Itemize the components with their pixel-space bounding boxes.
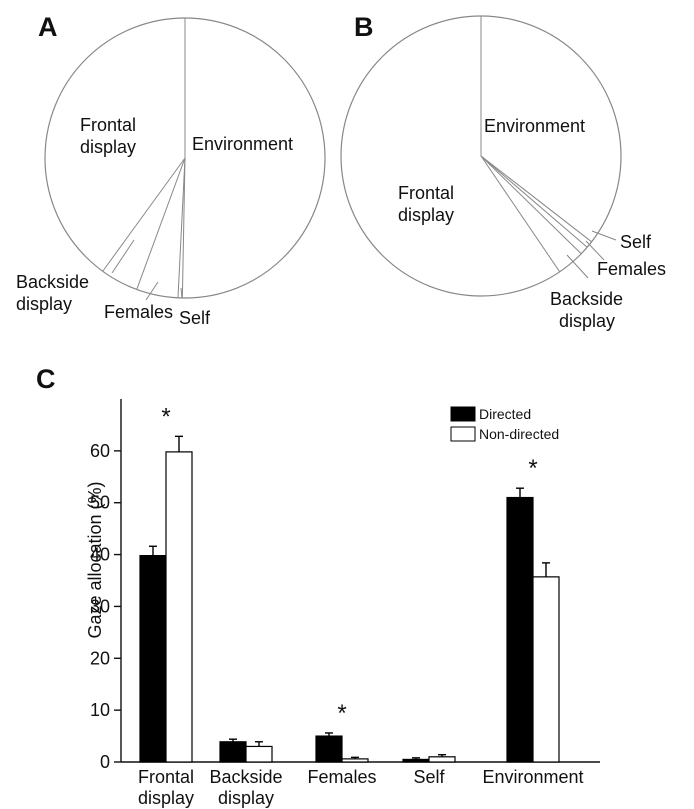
y-tick-label-20: 20 (90, 648, 110, 668)
y-tick-label-50: 50 (90, 493, 110, 513)
pie-chart-a (44, 17, 326, 299)
legend-swatch-directed (450, 406, 476, 422)
pie-a-leader-self (180, 287, 183, 299)
significance-star-females: * (337, 700, 346, 727)
pie-a-leader-backside (111, 239, 135, 274)
legend-swatch-non-directed (450, 426, 476, 442)
bar-non-directed-self (428, 756, 456, 763)
bar-directed-backside-display (219, 741, 247, 763)
pie-b-leader-females (585, 240, 605, 261)
bar-non-directed-females (341, 758, 369, 763)
x-tick-label-backside-display: Backside display (209, 767, 282, 808)
pie-b-slice-boundary-self (480, 155, 592, 243)
pie-a-label-backside: Backside display (16, 272, 94, 314)
pie-a-slice-boundary-self (181, 157, 186, 298)
legend-label-directed: Directed (479, 406, 531, 422)
pie-b-leader-self (591, 230, 617, 241)
pie-b-label-frontal: Frontal display (398, 183, 459, 225)
bar-non-directed-frontal-display (165, 451, 193, 763)
pie-b-slice-boundary-females (480, 155, 588, 248)
pie-b-labels: Environment Frontal display Self Females… (398, 116, 666, 331)
x-tick-label-females: Females (307, 767, 376, 787)
legend-label-non-directed: Non-directed (479, 426, 559, 442)
pie-a-label-females: Females (104, 302, 173, 322)
pie-b-label-self: Self (620, 232, 652, 252)
y-tick-label-0: 0 (100, 752, 110, 772)
pie-a-label-backside-line1: Backside (16, 272, 89, 292)
pie-b-label-frontal-line1: Frontal (398, 183, 454, 203)
pie-a-label-backside-line2: display (16, 294, 72, 314)
pie-chart-b (340, 15, 622, 297)
x-tick-label-frontal-display-line1: Frontal (138, 767, 194, 787)
pie-b-label-backside: Backside display (550, 289, 628, 331)
pie-b-label-environment: Environment (484, 116, 585, 136)
bars (139, 435, 560, 763)
pie-a-labels: Frontal display Environment Backside dis… (16, 115, 293, 328)
pie-b-slice-boundary-frontal-display (480, 155, 561, 273)
significance-markers: * * * (161, 403, 537, 727)
pie-a-label-frontal: Frontal display (80, 115, 141, 157)
x-tick-label-self: Self (413, 767, 445, 787)
pie-a-leader-females (145, 281, 159, 301)
bar-directed-females (315, 735, 343, 763)
bar-directed-environment (506, 496, 534, 763)
y-tick-label-60: 60 (90, 441, 110, 461)
y-axis-label: Gaze allocation (%) (85, 481, 105, 638)
bar-non-directed-backside-display (245, 745, 273, 763)
pie-b-leader-backside (566, 254, 589, 279)
y-tick-label-40: 40 (90, 545, 110, 565)
bar-directed-self (402, 758, 430, 763)
x-tick-label-environment-line1: Environment (482, 767, 583, 787)
pie-a-label-self: Self (179, 308, 211, 328)
pie-b-label-backside-line2: display (559, 311, 615, 331)
panel-letter-b: B (354, 12, 374, 42)
pie-a-label-environment: Environment (192, 134, 293, 154)
y-tick-label-30: 30 (90, 596, 110, 616)
pie-a-label-frontal-line2: display (80, 137, 136, 157)
pie-b-slice-boundary-backside-display (480, 155, 582, 255)
pie-a-label-frontal-line1: Frontal (80, 115, 136, 135)
panel-letter-a: A (38, 12, 58, 42)
significance-star-environment: * (528, 455, 537, 482)
panel-letter-c: C (36, 364, 56, 394)
x-tick-label-backside-display-line2: display (218, 788, 274, 808)
x-tick-label-backside-display-line1: Backside (209, 767, 282, 787)
pie-a-slice-boundary-females (177, 157, 186, 298)
legend: Directed Non-directed (450, 406, 559, 442)
y-tick-label-10: 10 (90, 700, 110, 720)
x-tick-label-environment: Environment (482, 767, 583, 787)
x-tick-label-frontal-display-line2: display (138, 788, 194, 808)
x-tick-label-self-line1: Self (413, 767, 445, 787)
pie-b-label-backside-line1: Backside (550, 289, 623, 309)
pie-a-slice-boundary-frontal-display (102, 157, 186, 272)
significance-star-frontal-display: * (161, 403, 170, 430)
y-ticks: 0 10 20 30 40 50 60 (90, 441, 121, 772)
x-tick-label-frontal-display: Frontal display (138, 767, 194, 808)
pie-b-label-females: Females (597, 259, 666, 279)
x-tick-label-females-line1: Females (307, 767, 376, 787)
pie-a-slice-boundary-backside-display (136, 157, 186, 290)
bar-non-directed-environment (532, 576, 560, 763)
pie-b-label-frontal-line2: display (398, 205, 454, 225)
bar-directed-frontal-display (139, 555, 167, 763)
